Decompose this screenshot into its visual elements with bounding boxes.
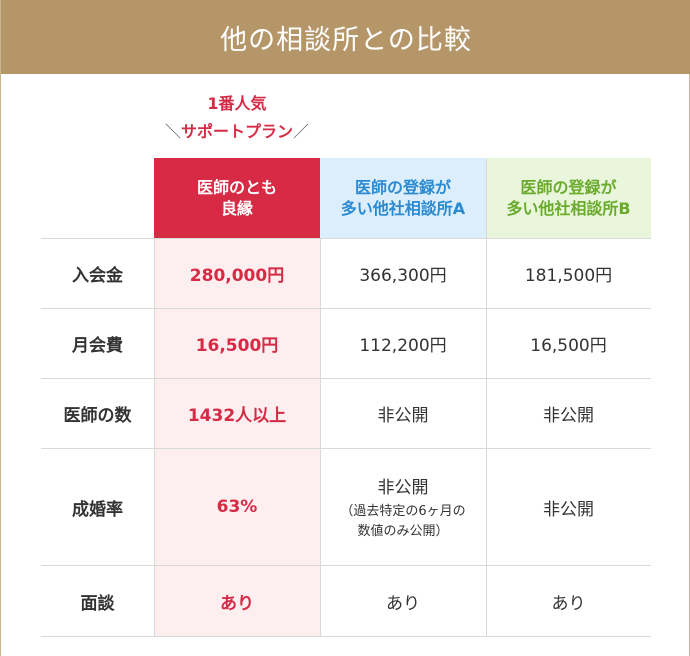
column-header-ours-line1: 医師のとも — [196, 178, 277, 197]
table-row-divider — [41, 565, 651, 566]
interview-ours: あり — [220, 593, 254, 614]
column-header-b-line2: 多い他社相談所B — [506, 199, 631, 218]
row-label-marriage-rate: 成婚率 — [72, 499, 123, 520]
badge-rank-text: 1番人気 — [207, 94, 267, 113]
marriage-rate-a-note: （過去特定の6ヶ月の 数値のみ公開） — [340, 502, 465, 542]
entry-fee-a: 366,300円 — [359, 266, 447, 286]
badge-slash-left: ＼ — [164, 122, 181, 141]
monthly-fee-b: 16,500円 — [530, 336, 607, 356]
table-cell-a: あり — [320, 566, 486, 636]
title-bar: 他の相談所との比較 — [1, 0, 690, 74]
table-row-label: 入会金 — [41, 239, 154, 308]
table-cell-b: あり — [486, 566, 651, 636]
doctor-count-b: 非公開 — [543, 406, 594, 426]
table-col-divider — [154, 238, 155, 636]
interview-a: あり — [386, 593, 420, 614]
table-row-divider — [41, 238, 651, 239]
table-cell-a: 366,300円 — [320, 239, 486, 308]
table-cell-b: 16,500円 — [486, 309, 651, 378]
table-cell-ours: あり — [154, 566, 320, 636]
popular-badge: 1番人気 ＼サポートプラン／ — [154, 93, 320, 157]
doctor-count-a: 非公開 — [377, 406, 429, 426]
column-header-ours-line2: 良縁 — [220, 199, 253, 218]
row-label-doctor-count: 医師の数 — [63, 406, 132, 426]
column-header-competitor-b: 医師の登録が 多い他社相談所B — [486, 158, 651, 238]
table-cell-b: 181,500円 — [486, 239, 651, 308]
table-cell-ours: 16,500円 — [154, 309, 320, 378]
table-row-divider — [41, 636, 651, 637]
marriage-rate-b: 非公開 — [543, 499, 594, 520]
column-header-a-line2: 多い他社相談所A — [340, 199, 466, 218]
table-row-label: 成婚率 — [41, 449, 154, 565]
table-cell-a: 非公開 — [320, 379, 486, 448]
badge-plan-text: ＼サポートプラン／ — [154, 119, 320, 145]
table-cell-ours: 63% — [154, 449, 320, 565]
marriage-rate-ours: 63% — [216, 497, 258, 517]
table-col-divider — [320, 238, 321, 636]
marriage-rate-a-note-line1: （過去特定の6ヶ月の — [340, 503, 466, 519]
marriage-rate-a: 非公開 — [377, 477, 429, 498]
table-cell-ours: 1432人以上 — [154, 379, 320, 448]
monthly-fee-ours: 16,500円 — [195, 336, 279, 356]
column-header-ours: 医師のとも 良縁 — [154, 158, 320, 238]
table-cell-a: 112,200円 — [320, 309, 486, 378]
table-row-label: 医師の数 — [41, 379, 154, 448]
row-label-interview: 面談 — [80, 593, 115, 614]
doctor-count-ours: 1432人以上 — [187, 406, 287, 426]
highlight-column-bg — [154, 238, 320, 636]
column-header-b-line1: 医師の登録が — [520, 178, 617, 197]
badge-plan-label: サポートプラン — [180, 122, 293, 141]
entry-fee-ours: 280,000円 — [189, 266, 285, 286]
row-label-monthly-fee: 月会費 — [72, 336, 123, 356]
interview-b: あり — [551, 593, 586, 614]
table-cell-b: 非公開 — [486, 379, 651, 448]
table-row-divider — [41, 448, 651, 449]
entry-fee-b: 181,500円 — [524, 266, 613, 286]
marriage-rate-a-note-line2: 数値のみ公開） — [357, 523, 449, 539]
table-row-label: 月会費 — [41, 309, 154, 378]
table-cell-ours: 280,000円 — [154, 239, 320, 308]
column-header-competitor-a: 医師の登録が 多い他社相談所A — [320, 158, 486, 238]
monthly-fee-a: 112,200円 — [359, 336, 447, 356]
table-row-divider — [41, 308, 651, 309]
table-row-label: 面談 — [41, 566, 154, 636]
row-label-entry-fee: 入会金 — [72, 266, 123, 286]
page-title: 他の相談所との比較 — [220, 24, 472, 56]
table-cell-a: 非公開 （過去特定の6ヶ月の 数値のみ公開） — [320, 449, 486, 565]
table-col-divider — [486, 158, 487, 636]
badge-slash-right: ／ — [293, 122, 310, 141]
table-row-divider — [41, 378, 651, 379]
table-cell-b: 非公開 — [486, 449, 651, 565]
column-header-a-line1: 医師の登録が — [354, 178, 451, 197]
